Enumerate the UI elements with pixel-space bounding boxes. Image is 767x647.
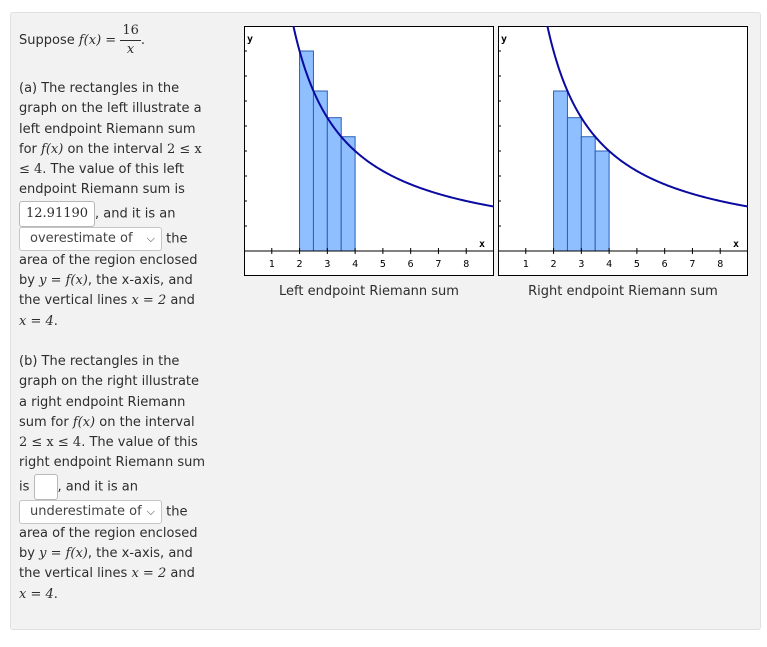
x-tick-label: 7 bbox=[435, 259, 441, 270]
x-tick-label: 4 bbox=[352, 259, 358, 270]
x-tick-label: 8 bbox=[463, 259, 469, 270]
x-tick-label: 6 bbox=[408, 259, 414, 270]
right-riemann-graph: 1234567812345678xy bbox=[498, 26, 748, 276]
riemann-rect bbox=[553, 90, 568, 252]
left-riemann-graph: 1234567812345678xy bbox=[244, 26, 494, 276]
x-tick-label: 6 bbox=[662, 259, 668, 270]
x-tick-label: 2 bbox=[297, 259, 303, 270]
part-a-answer-field[interactable]: 12.91190 bbox=[19, 200, 96, 227]
part-b-estimate-select[interactable]: underestimate of ⌵ bbox=[19, 499, 162, 524]
x-tick-label: 1 bbox=[523, 259, 529, 270]
function-fraction: 16 x bbox=[120, 23, 141, 57]
riemann-rect bbox=[340, 136, 356, 252]
graph-frame bbox=[498, 26, 748, 276]
riemann-rect bbox=[580, 136, 596, 252]
chevron-down-icon: ⌵ bbox=[146, 231, 155, 245]
graph-frame bbox=[244, 26, 494, 276]
x-tick-label: 5 bbox=[380, 259, 386, 270]
riemann-rect bbox=[326, 117, 342, 252]
left-graph-caption: Left endpoint Riemann sum bbox=[279, 284, 459, 299]
riemann-rect bbox=[594, 150, 610, 252]
chevron-down-icon: ⌵ bbox=[146, 504, 155, 518]
part-b-answer-field[interactable] bbox=[33, 473, 58, 500]
x-axis-label: x bbox=[733, 239, 739, 250]
x-tick-label: 3 bbox=[578, 259, 584, 270]
y-axis-label: y bbox=[247, 34, 253, 45]
part-a: (a) The rectangles in the graph on the l… bbox=[19, 81, 202, 329]
x-tick-label: 8 bbox=[717, 259, 723, 270]
y-axis-label: y bbox=[501, 34, 507, 45]
x-tick-label: 3 bbox=[324, 259, 330, 270]
x-tick-label: 2 bbox=[551, 259, 557, 270]
x-axis-label: x bbox=[479, 239, 485, 250]
x-tick-label: 1 bbox=[269, 259, 275, 270]
x-tick-label: 4 bbox=[606, 259, 612, 270]
right-graph-caption: Right endpoint Riemann sum bbox=[528, 284, 718, 299]
riemann-rect bbox=[566, 117, 582, 252]
x-tick-label: 7 bbox=[689, 259, 695, 270]
function-curve bbox=[292, 26, 494, 208]
part-b: (b) The rectangles in the graph on the r… bbox=[19, 353, 206, 602]
question-text: Suppose f(x) = 16 x . (a) The rectangles… bbox=[19, 22, 205, 605]
x-tick-label: 5 bbox=[634, 259, 640, 270]
riemann-rect bbox=[299, 50, 314, 252]
part-a-estimate-select[interactable]: overestimate of ⌵ bbox=[19, 226, 162, 251]
function-definition: Suppose f(x) = 16 x . bbox=[19, 23, 146, 57]
function-curve bbox=[546, 26, 748, 208]
